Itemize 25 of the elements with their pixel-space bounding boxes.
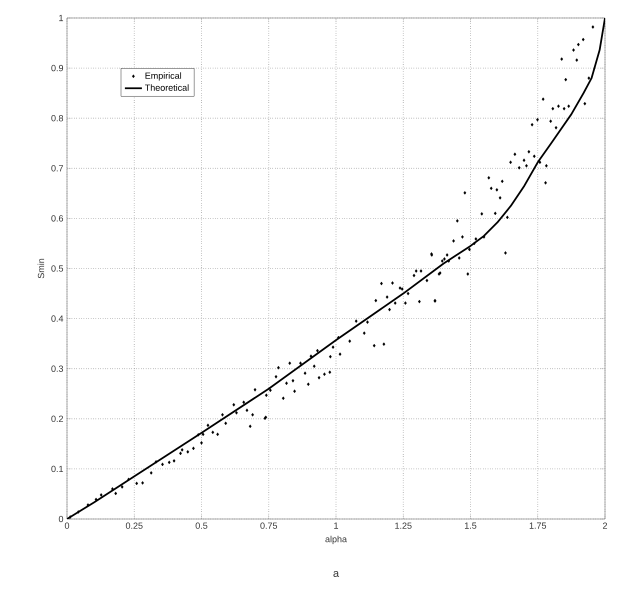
x-tick-label: 1 (334, 522, 338, 529)
x-tick-label: 1.25 (395, 522, 412, 529)
legend-label: Theoretical (144, 84, 189, 91)
y-tick-label: 0.1 (51, 466, 64, 472)
legend-label: Empirical (146, 72, 182, 81)
y-tick-label: 0.4 (51, 315, 64, 322)
x-tick-label: 0.5 (196, 522, 208, 529)
x-tick-label: 0.25 (126, 522, 143, 529)
x-axis-title: alpha (325, 536, 347, 544)
y-tick-label: 1 (59, 14, 64, 22)
y-tick-label: 0.9 (51, 64, 64, 72)
x-tick-label: 2 (602, 522, 608, 529)
y-tick-label: 0 (58, 516, 64, 522)
x-tick-label: 1.75 (530, 522, 546, 529)
y-tick-label: 0.5 (51, 265, 64, 272)
y-tick-label: 0.8 (51, 115, 64, 122)
y-tick-label: 0.3 (51, 366, 64, 372)
x-tick-label: 1.5 (464, 522, 476, 529)
x-tick-label: 0.75 (260, 522, 278, 529)
y-tick-label: 0.6 (51, 215, 64, 222)
y-axis-title: Smin (38, 258, 44, 278)
y-tick-label: 0.2 (51, 416, 64, 422)
x-tick-label: 0 (64, 522, 70, 529)
y-tick-label: 0.7 (51, 165, 64, 172)
text: a (333, 571, 340, 578)
